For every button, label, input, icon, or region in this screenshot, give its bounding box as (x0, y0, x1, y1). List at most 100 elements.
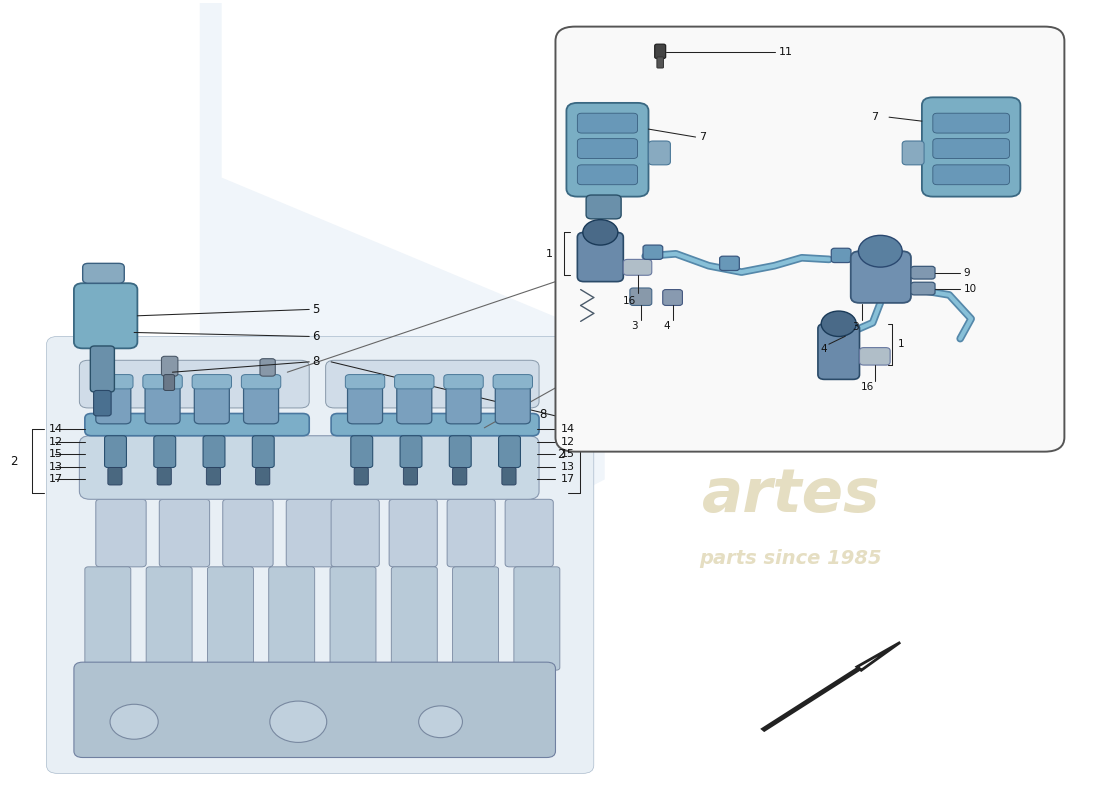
FancyBboxPatch shape (195, 386, 229, 424)
FancyBboxPatch shape (911, 282, 935, 295)
Circle shape (583, 220, 618, 245)
FancyBboxPatch shape (818, 324, 859, 379)
FancyBboxPatch shape (79, 436, 539, 499)
Text: 9: 9 (964, 268, 970, 278)
FancyBboxPatch shape (630, 288, 652, 306)
FancyBboxPatch shape (74, 662, 556, 758)
FancyBboxPatch shape (400, 436, 422, 467)
FancyBboxPatch shape (160, 499, 210, 567)
FancyBboxPatch shape (922, 98, 1021, 197)
FancyBboxPatch shape (354, 467, 368, 485)
FancyBboxPatch shape (164, 374, 175, 390)
FancyBboxPatch shape (719, 256, 739, 270)
Text: 15: 15 (48, 449, 63, 459)
FancyBboxPatch shape (933, 165, 1010, 185)
Text: 8: 8 (539, 408, 547, 421)
FancyBboxPatch shape (96, 499, 146, 567)
Text: 13: 13 (48, 462, 63, 472)
Polygon shape (200, 2, 605, 519)
FancyBboxPatch shape (933, 138, 1010, 158)
FancyBboxPatch shape (578, 232, 624, 282)
FancyBboxPatch shape (446, 386, 481, 424)
Circle shape (419, 706, 462, 738)
Polygon shape (222, 2, 659, 360)
FancyBboxPatch shape (204, 436, 224, 467)
FancyBboxPatch shape (556, 26, 1065, 452)
FancyBboxPatch shape (902, 141, 924, 165)
Text: 1: 1 (898, 339, 904, 350)
FancyBboxPatch shape (330, 567, 376, 670)
FancyBboxPatch shape (326, 360, 539, 408)
FancyBboxPatch shape (157, 467, 172, 485)
Text: 11: 11 (779, 47, 792, 57)
FancyBboxPatch shape (260, 358, 275, 376)
FancyBboxPatch shape (586, 195, 622, 219)
FancyBboxPatch shape (223, 499, 273, 567)
FancyBboxPatch shape (578, 138, 638, 158)
FancyBboxPatch shape (331, 499, 379, 567)
FancyBboxPatch shape (90, 346, 114, 392)
Text: 17: 17 (48, 474, 63, 485)
FancyBboxPatch shape (94, 374, 133, 389)
FancyBboxPatch shape (351, 436, 373, 467)
FancyBboxPatch shape (495, 386, 530, 424)
FancyBboxPatch shape (208, 567, 253, 670)
FancyBboxPatch shape (443, 374, 483, 389)
FancyBboxPatch shape (452, 467, 466, 485)
FancyBboxPatch shape (143, 374, 183, 389)
Text: 8: 8 (312, 355, 320, 368)
FancyBboxPatch shape (74, 283, 138, 348)
FancyBboxPatch shape (404, 467, 418, 485)
Text: 5: 5 (312, 303, 320, 316)
FancyBboxPatch shape (79, 360, 309, 408)
Text: 3: 3 (851, 322, 858, 332)
FancyBboxPatch shape (624, 259, 652, 275)
FancyBboxPatch shape (268, 567, 315, 670)
FancyBboxPatch shape (911, 266, 935, 279)
Text: 10: 10 (964, 283, 977, 294)
FancyBboxPatch shape (331, 414, 539, 436)
FancyBboxPatch shape (154, 436, 176, 467)
Text: 13: 13 (561, 462, 575, 472)
Circle shape (270, 701, 327, 742)
Text: 7: 7 (698, 132, 706, 142)
FancyBboxPatch shape (578, 165, 638, 185)
Text: 12: 12 (48, 437, 63, 447)
FancyBboxPatch shape (345, 374, 385, 389)
FancyBboxPatch shape (493, 374, 532, 389)
FancyBboxPatch shape (514, 567, 560, 670)
Text: 3: 3 (631, 321, 638, 331)
Text: 7: 7 (871, 112, 878, 122)
Text: parts since 1985: parts since 1985 (700, 550, 882, 568)
Text: 2: 2 (557, 447, 564, 461)
Text: 4: 4 (821, 344, 827, 354)
FancyBboxPatch shape (397, 386, 432, 424)
FancyBboxPatch shape (145, 386, 180, 424)
FancyBboxPatch shape (96, 386, 131, 424)
FancyBboxPatch shape (850, 251, 911, 303)
FancyBboxPatch shape (85, 414, 309, 436)
FancyBboxPatch shape (859, 348, 890, 365)
Circle shape (822, 311, 856, 337)
Text: 1: 1 (547, 249, 553, 259)
Circle shape (858, 235, 902, 267)
FancyBboxPatch shape (578, 114, 638, 133)
Text: 14: 14 (48, 424, 63, 434)
FancyBboxPatch shape (654, 44, 666, 58)
FancyBboxPatch shape (243, 386, 278, 424)
FancyBboxPatch shape (392, 567, 438, 670)
FancyBboxPatch shape (566, 103, 649, 197)
PathPatch shape (762, 642, 900, 730)
FancyBboxPatch shape (505, 499, 553, 567)
FancyBboxPatch shape (644, 245, 662, 259)
FancyBboxPatch shape (452, 567, 498, 670)
FancyBboxPatch shape (348, 386, 383, 424)
FancyBboxPatch shape (502, 467, 516, 485)
FancyBboxPatch shape (498, 436, 520, 467)
Circle shape (110, 704, 158, 739)
FancyBboxPatch shape (85, 567, 131, 670)
Text: 17: 17 (561, 474, 575, 485)
FancyBboxPatch shape (207, 467, 221, 485)
FancyBboxPatch shape (662, 290, 682, 306)
FancyBboxPatch shape (933, 114, 1010, 133)
